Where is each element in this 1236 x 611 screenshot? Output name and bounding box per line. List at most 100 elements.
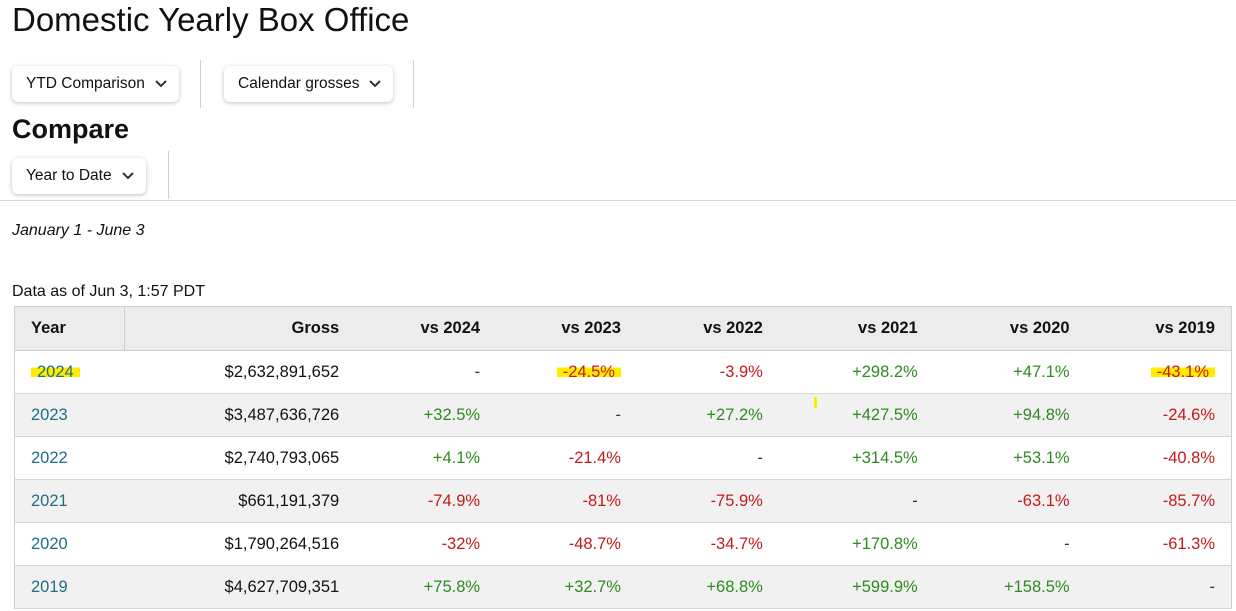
comparison-cell: +314.5% <box>778 436 934 480</box>
comparison-value: +599.9% <box>852 577 918 596</box>
table-row: 2023 $3,487,636,726 +32.5% - +27.2% +427.5% +9… <box>14 393 1232 437</box>
comparison-cell: +32.5% <box>355 393 497 437</box>
chevron-down-icon <box>121 172 134 180</box>
comparison-cell: -74.9% <box>355 479 497 523</box>
comparison-cell: -32% <box>355 522 497 566</box>
comparison-value: +68.8% <box>706 577 763 596</box>
comparison-cell: +158.5% <box>933 565 1086 609</box>
comparison-value: +158.5% <box>1003 577 1070 596</box>
gross-type-dropdown[interactable]: Calendar grosses <box>224 66 394 102</box>
comparison-value: -3.9% <box>719 362 763 381</box>
table-row: 2020 $1,790,264,516 -32% -48.7% -34.7% +170.8… <box>14 522 1232 566</box>
comparison-cell: +47.1% <box>933 350 1086 394</box>
year-link[interactable]: 2023 <box>31 405 68 424</box>
year-link[interactable]: 2021 <box>31 491 68 510</box>
year-cell[interactable]: 2021 <box>14 479 125 523</box>
column-header[interactable]: Gross <box>124 306 356 351</box>
table-body: 2024 $2,632,891,652 - -24.5% -3.9% +298.2% +47… <box>14 350 1232 609</box>
column-header[interactable]: vs 2022 <box>636 306 779 351</box>
comparison-cell: +68.8% <box>636 565 779 609</box>
comparison-cell: +53.1% <box>933 436 1086 480</box>
comparison-cell: - <box>496 393 637 437</box>
comparison-value: - <box>757 448 763 467</box>
comparison-value: +170.8% <box>852 534 918 553</box>
comparison-value: - <box>474 362 481 381</box>
comparison-cell: - <box>933 522 1086 566</box>
box-office-table: Year Gross vs 2024 vs 2023 vs 2022 vs 2021 vs … <box>14 306 1232 609</box>
year-cell[interactable]: 2023 <box>14 393 125 437</box>
chevron-down-icon <box>369 80 382 88</box>
year-link[interactable]: 2024 <box>31 362 80 381</box>
compare-heading: Compare <box>12 114 130 144</box>
comparison-cell: - <box>778 479 934 523</box>
comparison-value: +4.1% <box>432 448 481 467</box>
comparison-cell: -3.9% <box>636 350 779 394</box>
comparison-cell: -48.7% <box>496 522 637 566</box>
comparison-value: -85.7% <box>1162 491 1215 510</box>
comparison-cell: -61.3% <box>1085 522 1232 566</box>
comparison-value: - <box>1209 577 1216 596</box>
divider <box>413 60 414 108</box>
column-header[interactable]: vs 2019 <box>1085 306 1232 351</box>
gross-cell: $2,632,891,652 <box>124 350 356 394</box>
gross-cell: $661,191,379 <box>124 479 356 523</box>
column-header[interactable]: vs 2024 <box>355 306 497 351</box>
comparison-cell: -40.8% <box>1085 436 1232 480</box>
comparison-value: - <box>615 405 621 424</box>
comparison-cell: -75.9% <box>636 479 779 523</box>
column-header[interactable]: vs 2021 <box>778 306 934 351</box>
view-dropdown[interactable]: YTD Comparison <box>12 66 179 102</box>
year-cell[interactable]: 2019 <box>14 565 125 609</box>
comparison-value: -63.1% <box>1017 491 1070 510</box>
comparison-cell: -43.1% <box>1085 350 1232 394</box>
gross-cell: $4,627,709,351 <box>124 565 356 609</box>
gross-cell: $1,790,264,516 <box>124 522 356 566</box>
comparison-cell: +94.8% <box>933 393 1086 437</box>
comparison-value: +427.5% <box>852 405 918 424</box>
year-cell[interactable]: 2024 <box>14 350 125 394</box>
data-timestamp: Data as of Jun 3, 1:57 PDT <box>12 283 205 300</box>
comparison-value: -74.9% <box>427 491 481 510</box>
comparison-cell: +170.8% <box>778 522 934 566</box>
comparison-cell: +32.7% <box>496 565 637 609</box>
comparison-cell: +427.5% <box>778 393 934 437</box>
column-header[interactable]: vs 2020 <box>933 306 1086 351</box>
comparison-value: +53.1% <box>1013 448 1070 467</box>
year-cell[interactable]: 2020 <box>14 522 125 566</box>
year-cell[interactable]: 2022 <box>14 436 125 480</box>
table-row: 2021 $661,191,379 -74.9% -81% -75.9% - -63.1% -… <box>14 479 1232 523</box>
section-divider <box>0 200 1236 201</box>
comparison-value: -48.7% <box>568 534 621 553</box>
year-link[interactable]: 2022 <box>31 448 68 467</box>
comparison-value: +32.5% <box>423 405 481 424</box>
table-row: 2024 $2,632,891,652 - -24.5% -3.9% +298.2% +47… <box>14 350 1232 394</box>
comparison-value: - <box>912 491 918 510</box>
column-header[interactable]: Year <box>14 306 125 351</box>
comparison-value: +94.8% <box>1013 405 1070 424</box>
comparison-cell: -21.4% <box>496 436 637 480</box>
comparison-value: -21.4% <box>568 448 621 467</box>
comparison-value: -43.1% <box>1150 362 1215 381</box>
gross-type-dropdown-label: Calendar grosses <box>238 75 360 92</box>
highlight-mark <box>814 397 817 408</box>
comparison-cell: -24.5% <box>496 350 637 394</box>
table-row: 2022 $2,740,793,065 +4.1% -21.4% - +314.5% +53… <box>14 436 1232 480</box>
comparison-value: -81% <box>582 491 621 510</box>
comparison-value: +314.5% <box>852 448 918 467</box>
compare-range-dropdown[interactable]: Year to Date <box>12 158 146 194</box>
comparison-value: - <box>1064 534 1070 553</box>
year-link[interactable]: 2019 <box>31 577 68 596</box>
column-header[interactable]: vs 2023 <box>496 306 637 351</box>
compare-range-dropdown-label: Year to Date <box>26 167 112 184</box>
date-range: January 1 - June 3 <box>12 222 145 239</box>
divider <box>200 60 201 108</box>
table-header-row: Year Gross vs 2024 vs 2023 vs 2022 vs 2021 vs … <box>14 306 1232 351</box>
comparison-value: -24.6% <box>1162 405 1215 424</box>
comparison-value: +47.1% <box>1013 362 1070 381</box>
year-link[interactable]: 2020 <box>31 534 68 553</box>
comparison-value: -34.7% <box>710 534 763 553</box>
view-dropdown-label: YTD Comparison <box>26 75 145 92</box>
comparison-value: +27.2% <box>706 405 763 424</box>
divider <box>168 151 169 199</box>
comparison-cell: +4.1% <box>355 436 497 480</box>
